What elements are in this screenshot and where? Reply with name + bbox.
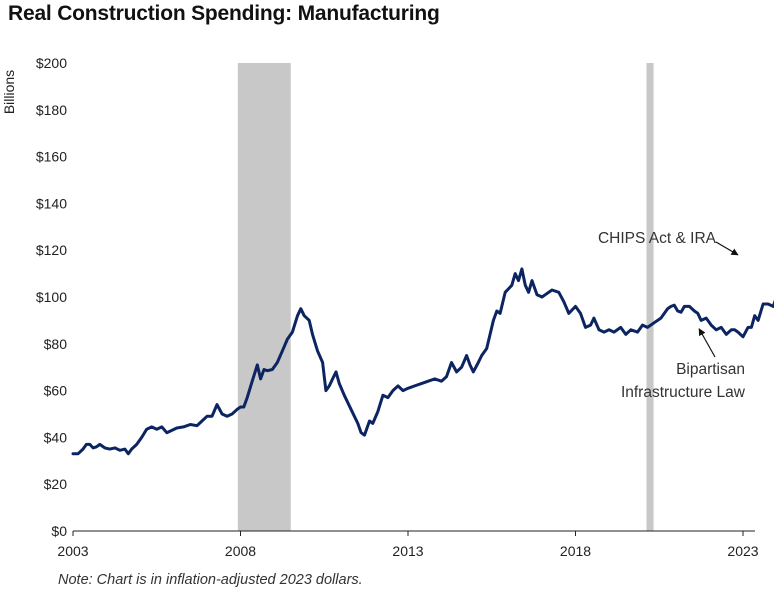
x-tick-label: 2018 (560, 543, 591, 559)
recession-band-2 (646, 63, 654, 531)
annotation-bipartisan-line-2: Infrastructure Law (621, 384, 746, 401)
x-tick-label: 2013 (392, 543, 423, 559)
y-tick-label: $20 (44, 476, 68, 492)
y-tick-label: $0 (51, 523, 67, 539)
series-line-1 (71, 267, 774, 456)
x-tick-label: 2003 (57, 543, 88, 559)
axes: $0 $20 $40 $60 $80 $100 $120 $140 $160 $180 $200 20… (36, 55, 759, 559)
annotation-bipartisan-line-1: Bipartisan (676, 361, 745, 378)
y-tick-label: $60 (44, 383, 68, 399)
y-tick-label: $120 (36, 242, 67, 258)
annotations: CHIPS Act & IRA Bipartisan Infrastructure … (598, 230, 746, 401)
annotation-arrow (698, 328, 716, 358)
chart-note: Note: Chart is in inflation-adjusted 202… (58, 572, 363, 588)
series-layer (71, 267, 774, 456)
recession-band-1 (237, 63, 291, 531)
x-tick-label: 2008 (225, 543, 256, 559)
y-axis-label: Billions (1, 70, 17, 114)
y-tick-label: $200 (36, 55, 67, 71)
y-tick-label: $160 (36, 149, 67, 165)
annotation-chips-act: CHIPS Act & IRA (598, 230, 717, 247)
y-tick-label: $140 (36, 195, 67, 211)
y-tick-label: $180 (36, 102, 67, 118)
annotation-arrow (715, 241, 739, 256)
y-tick-label: $80 (44, 336, 68, 352)
recession-bands (237, 63, 654, 531)
y-tick-label: $100 (36, 289, 67, 305)
y-tick-label: $40 (44, 429, 68, 445)
chart-title: Real Construction Spending: Manufacturin… (8, 2, 440, 25)
x-tick-label: 2023 (727, 543, 758, 559)
